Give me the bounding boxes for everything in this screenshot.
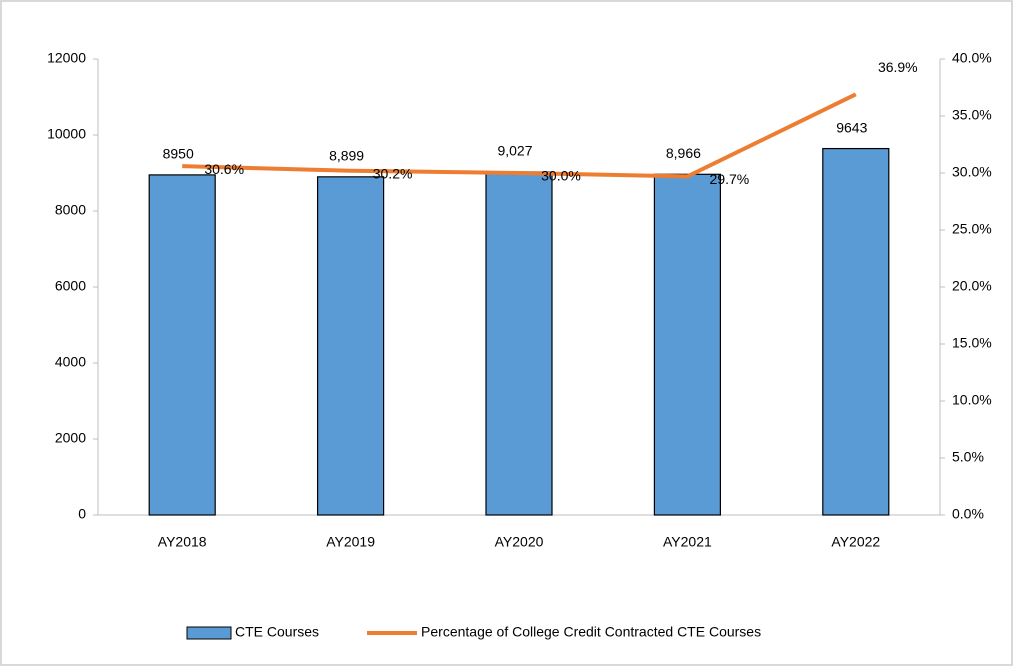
legend-swatch <box>186 626 232 640</box>
line-value-label: 36.9% <box>878 59 918 75</box>
line-value-label: 29.7% <box>710 171 750 187</box>
bar <box>148 174 216 516</box>
y2-tick-label: 35.0% <box>952 107 992 123</box>
line-value-label: 30.6% <box>204 161 244 177</box>
y-tick-label: 12000 <box>47 50 86 66</box>
legend-label: Percentage of College Credit Contracted … <box>421 624 761 640</box>
bar-value-label: 8950 <box>163 146 194 162</box>
x-tick-label: AY2019 <box>326 534 375 550</box>
y2-tick-label: 30.0% <box>952 164 992 180</box>
line-value-label: 30.2% <box>373 165 413 181</box>
bar-value-label: 8,966 <box>666 145 701 161</box>
y-tick-label: 8000 <box>55 202 86 218</box>
bar <box>317 176 385 516</box>
y-tick-label: 4000 <box>55 354 86 370</box>
x-tick-label: AY2018 <box>158 534 207 550</box>
y2-tick-label: 10.0% <box>952 392 992 408</box>
x-tick-label: AY2020 <box>495 534 544 550</box>
line <box>182 92 857 179</box>
legend-label: CTE Courses <box>235 624 319 640</box>
y-tick-label: 6000 <box>55 278 86 294</box>
y2-tick-label: 40.0% <box>952 50 992 66</box>
x-tick-label: AY2021 <box>663 534 712 550</box>
y2-tick-label: 0.0% <box>952 506 984 522</box>
bar-value-label: 8,899 <box>329 148 364 164</box>
line-value-label: 30.0% <box>541 168 581 184</box>
y2-tick-label: 15.0% <box>952 335 992 351</box>
bar <box>485 171 553 516</box>
bar <box>822 147 890 516</box>
y2-tick-label: 20.0% <box>952 278 992 294</box>
y2-tick-label: 25.0% <box>952 221 992 237</box>
y-tick-label: 10000 <box>47 126 86 142</box>
y-tick-label: 2000 <box>55 430 86 446</box>
bar-value-label: 9643 <box>836 119 867 135</box>
bar-value-label: 9,027 <box>497 143 532 159</box>
bar <box>653 173 722 516</box>
x-tick-label: AY2022 <box>831 534 880 550</box>
y2-tick-label: 5.0% <box>952 449 984 465</box>
y-tick-label: 0 <box>78 506 86 522</box>
